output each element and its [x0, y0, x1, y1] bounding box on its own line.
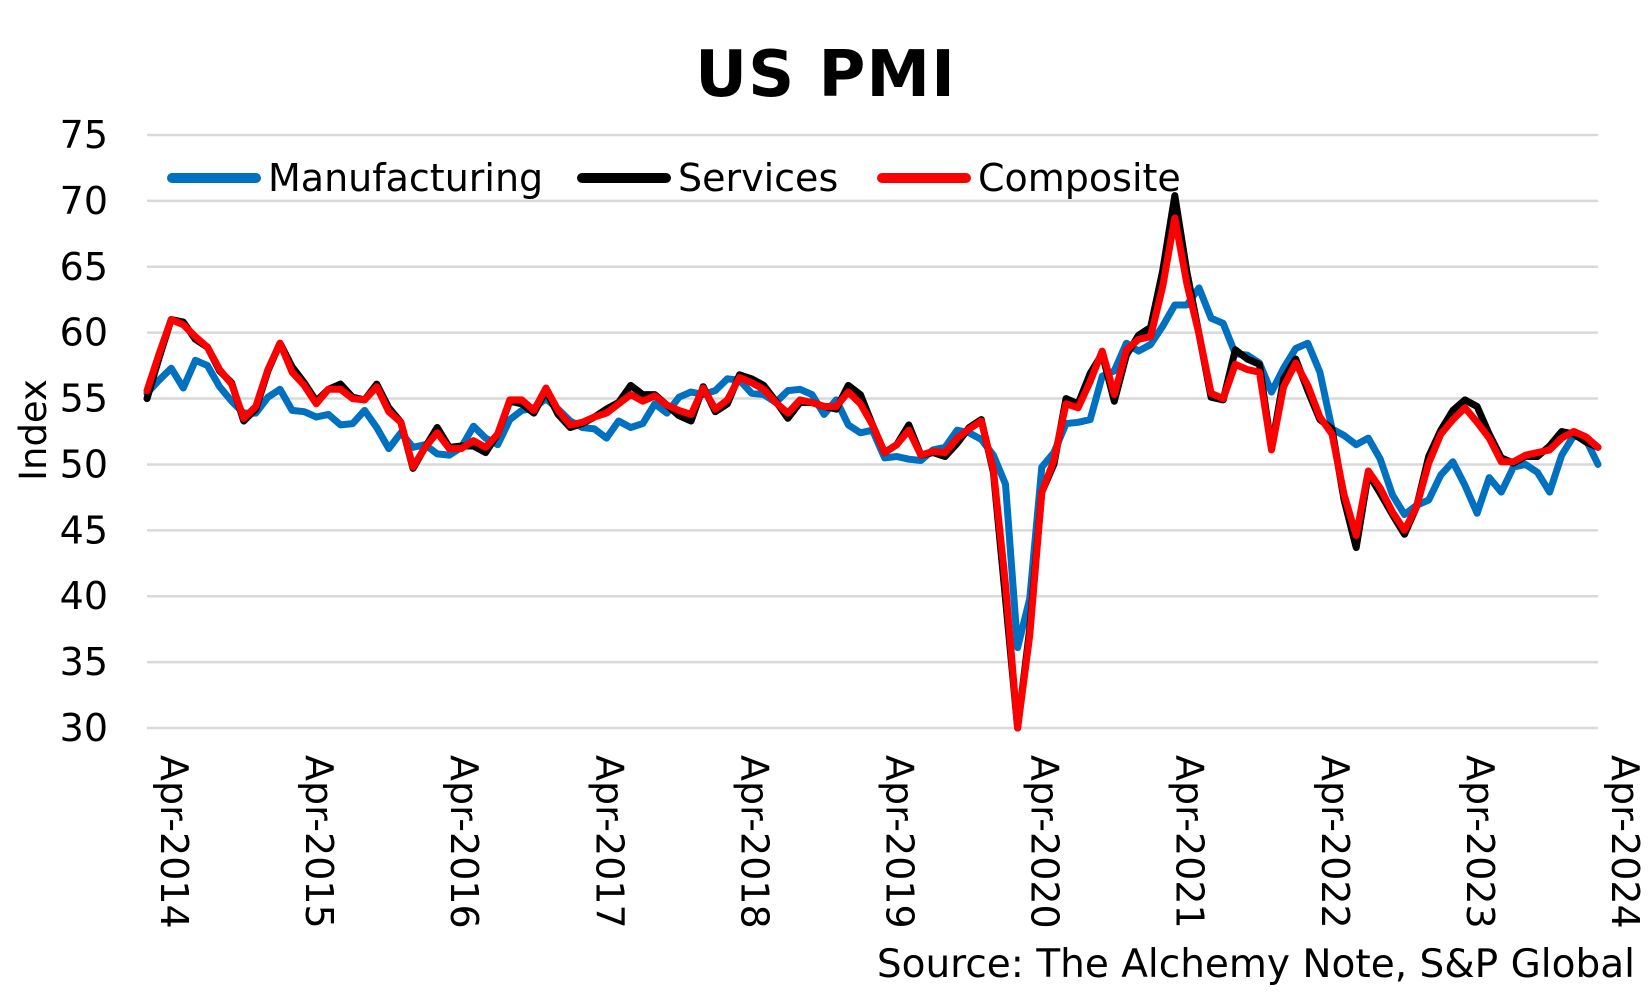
series-line-composite — [143, 214, 1602, 732]
y-tick-label: 35 — [60, 640, 108, 684]
y-tick-label: 75 — [60, 113, 108, 157]
y-tick-label: 45 — [60, 508, 108, 552]
y-tick-label: 55 — [60, 377, 108, 421]
y-tick-label: 50 — [60, 442, 108, 486]
x-tick-label: Apr-2014 — [152, 755, 196, 929]
y-tick-label: 70 — [60, 179, 108, 223]
series-line-manufacturing — [143, 284, 1602, 652]
legend-label-composite: Composite — [978, 156, 1181, 200]
y-tick-label: 65 — [60, 245, 108, 289]
x-tick-label: Apr-2021 — [1168, 755, 1212, 929]
x-tick-label: Apr-2017 — [587, 755, 631, 929]
source-note: Source: The Alchemy Note, S&P Global — [876, 942, 1635, 987]
legend: Manufacturing Services Composite — [167, 156, 1181, 200]
y-axis-label: Index — [12, 379, 55, 481]
x-tick-label: Apr-2015 — [297, 755, 341, 929]
y-tick-label: 40 — [60, 574, 108, 618]
chart-title: US PMI — [695, 38, 956, 112]
x-tick-label: Apr-2024 — [1603, 755, 1647, 929]
x-tick-label: Apr-2019 — [878, 755, 922, 929]
legend-label-manufacturing: Manufacturing — [268, 156, 543, 200]
x-tick-label: Apr-2022 — [1313, 755, 1357, 929]
y-tick-label: 60 — [60, 311, 108, 355]
x-tick-label: Apr-2018 — [732, 755, 776, 929]
x-tick-label: Apr-2023 — [1458, 755, 1502, 929]
legend-label-services: Services — [678, 156, 838, 200]
x-tick-label: Apr-2016 — [442, 755, 486, 929]
y-tick-label: 30 — [60, 706, 108, 750]
x-tick-label: Apr-2020 — [1023, 755, 1067, 929]
